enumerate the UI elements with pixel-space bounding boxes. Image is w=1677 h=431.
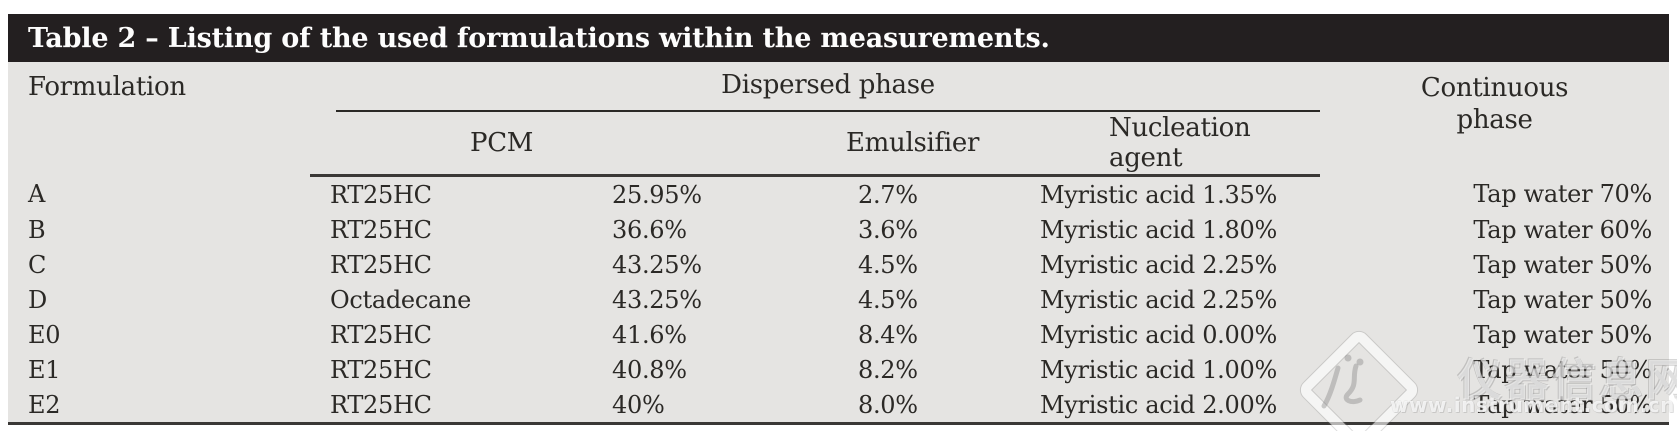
dispersed-phase-label: Dispersed phase — [336, 62, 1321, 112]
cell-continuous-phase: Tap water 50% — [1320, 387, 1670, 425]
cell-pcm-percent: 43.25% — [612, 285, 702, 314]
table-row: A RT25HC 25.95% 2.7% Myristic acid 1.35%… — [8, 176, 1669, 213]
cell-nucleation-agent: Myristic acid 2.25% — [1040, 285, 1277, 314]
cell-nucleation-agent: Myristic acid 2.00% — [1020, 387, 1321, 425]
cell-pcm-name: RT25HC — [330, 180, 432, 209]
cell-pcm-name: Octadecane — [330, 285, 472, 314]
cell-pcm-percent: 41.6% — [612, 320, 687, 349]
cell-emulsifier-percent: 8.2% — [858, 355, 918, 384]
cell-formulation: C — [28, 250, 47, 279]
cell-pcm-percent: 36.6% — [612, 215, 687, 244]
cell-nucleation-agent: Myristic acid 1.80% — [1040, 215, 1277, 244]
cell-pcm-name: RT25HC — [330, 355, 432, 384]
table-body: A RT25HC 25.95% 2.7% Myristic acid 1.35%… — [8, 176, 1670, 425]
cell-pcm-percent: 43.25% — [612, 250, 702, 279]
cell-pcm-percent: 40.8% — [612, 355, 687, 384]
cell-nucleation-agent: Myristic acid 1.00% — [1040, 355, 1277, 384]
continuous-phase-line2: phase — [1456, 105, 1533, 135]
cell-pcm-name: RT25HC — [330, 320, 432, 349]
table-row: B RT25HC 36.6% 3.6% Myristic acid 1.80% … — [8, 212, 1669, 247]
table2-card: Table 2 – Listing of the used formulatio… — [8, 14, 1670, 425]
col-header-nucleation-agent: Nucleation agent — [1020, 112, 1321, 177]
table-row: E0 RT25HC 41.6% 8.4% Myristic acid 0.00%… — [8, 317, 1669, 352]
table-row: D Octadecane 43.25% 4.5% Myristic acid 2… — [8, 282, 1669, 317]
header-row-2: PCM Emulsifier Nucleation agent — [8, 112, 1669, 177]
cell-continuous-phase: Tap water 50% — [1473, 250, 1653, 279]
continuous-phase-line1: Continuous — [1420, 73, 1569, 103]
cell-pcm-name: RT25HC — [310, 387, 592, 425]
cell-continuous-phase: Tap water 50% — [1473, 355, 1653, 384]
cell-continuous-phase: Tap water 50% — [1473, 285, 1653, 314]
cell-continuous-phase: Tap water 50% — [1473, 320, 1653, 349]
cell-formulation: D — [28, 285, 47, 314]
cell-pcm-percent: 40% — [592, 387, 838, 425]
cell-pcm-percent: 25.95% — [612, 180, 702, 209]
cell-emulsifier-percent: 8.4% — [858, 320, 918, 349]
cell-emulsifier-percent: 3.6% — [858, 215, 918, 244]
cell-pcm-name: RT25HC — [330, 250, 432, 279]
cell-pcm-name: RT25HC — [330, 215, 432, 244]
cell-nucleation-agent: Myristic acid 1.35% — [1040, 180, 1277, 209]
cell-formulation: E1 — [28, 355, 61, 384]
table-title: Table 2 – Listing of the used formulatio… — [28, 22, 1050, 54]
cell-emulsifier-percent: 4.5% — [858, 250, 918, 279]
cell-nucleation-agent: Myristic acid 0.00% — [1040, 320, 1277, 349]
cell-continuous-phase: Tap water 70% — [1473, 179, 1653, 208]
cell-emulsifier-percent: 8.0% — [838, 387, 1020, 425]
col-header-continuous-phase: Continuous phase — [1320, 62, 1669, 176]
col-header-dispersed-phase: Dispersed phase — [310, 62, 1321, 112]
cell-continuous-phase: Tap water 60% — [1473, 215, 1653, 244]
cell-nucleation-agent: Myristic acid 2.25% — [1040, 250, 1277, 279]
table-row: C RT25HC 43.25% 4.5% Myristic acid 2.25%… — [8, 247, 1669, 282]
header-row-1: Formulation Dispersed phase Continuous p… — [8, 62, 1669, 135]
table-row: E2 RT25HC 40% 8.0% Myristic acid 2.00% T… — [8, 387, 1670, 425]
cell-formulation: B — [28, 215, 46, 244]
table-row: E1 RT25HC 40.8% 8.2% Myristic acid 1.00%… — [8, 352, 1669, 387]
cell-emulsifier-percent: 4.5% — [858, 285, 918, 314]
cell-formulation: A — [28, 179, 46, 208]
col-header-formulation: Formulation — [28, 72, 186, 102]
cell-formulation: E2 — [8, 387, 310, 425]
col-header-pcm: PCM — [310, 112, 838, 177]
col-header-emulsifier: Emulsifier — [838, 112, 1020, 177]
table-title-bar: Table 2 – Listing of the used formulatio… — [8, 14, 1669, 62]
formulations-table: Formulation Dispersed phase Continuous p… — [8, 62, 1670, 425]
table-header: Formulation Dispersed phase Continuous p… — [8, 62, 1669, 177]
cell-formulation: E0 — [28, 320, 61, 349]
cell-emulsifier-percent: 2.7% — [858, 180, 918, 209]
